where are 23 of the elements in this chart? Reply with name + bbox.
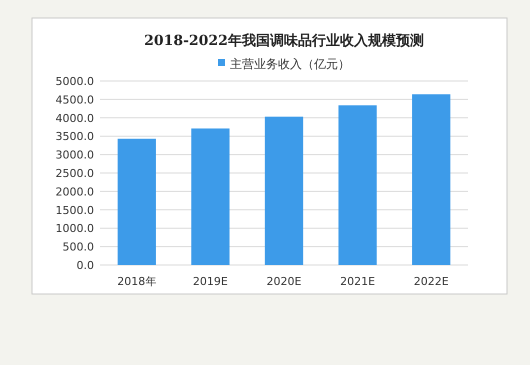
y-tick-label: 500.0 (62, 240, 94, 254)
x-tick-label: 2019E (192, 275, 228, 288)
y-tick-label: 1500.0 (56, 204, 94, 217)
bar (412, 94, 450, 265)
y-tick-label: 1000.0 (56, 222, 94, 236)
y-tick-label: 2500.0 (56, 167, 94, 180)
legend-label: 主营业务收入（亿元） (230, 57, 350, 71)
bar (191, 128, 230, 265)
x-tick-label: 2020E (266, 275, 302, 288)
y-tick-label: 0.0 (76, 259, 94, 272)
x-tick-label: 2022E (414, 275, 449, 288)
y-tick-label: 4500.0 (56, 93, 94, 106)
bar (264, 116, 304, 265)
y-tick-label: 5000.0 (56, 75, 94, 88)
y-tick-label: 2000.0 (56, 185, 94, 198)
x-tick-label: 2018年 (117, 275, 156, 288)
bar (118, 138, 156, 265)
y-tick-label: 4000.0 (56, 112, 94, 125)
x-tick-label: 2021E (340, 275, 376, 288)
chart-title: 2018-2022年我国调味品行业收入规模预测 (144, 33, 424, 49)
bar (338, 105, 377, 265)
y-tick-label: 3000.0 (56, 148, 94, 162)
y-tick-label: 3500.0 (56, 130, 94, 144)
